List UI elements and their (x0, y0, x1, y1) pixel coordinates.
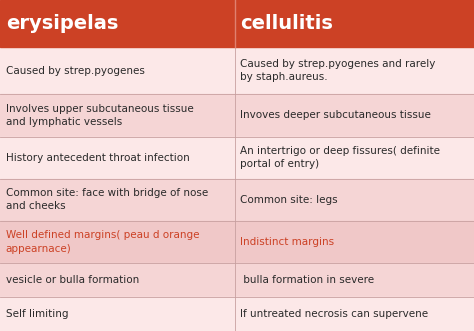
Text: erysipelas: erysipelas (6, 14, 118, 33)
Text: Caused by strep.pyogenes and rarely
by staph.aureus.: Caused by strep.pyogenes and rarely by s… (240, 59, 436, 82)
Text: cellulitis: cellulitis (240, 14, 333, 33)
Text: Common site: face with bridge of nose
and cheeks: Common site: face with bridge of nose an… (6, 188, 208, 212)
Text: An intertrigo or deep fissures( definite
portal of entry): An intertrigo or deep fissures( definite… (240, 146, 440, 169)
Text: Involves upper subcutaneous tissue
and lymphatic vessels: Involves upper subcutaneous tissue and l… (6, 104, 193, 127)
Text: bulla formation in severe: bulla formation in severe (240, 275, 374, 285)
Text: Common site: legs: Common site: legs (240, 195, 338, 205)
Text: Caused by strep.pyogenes: Caused by strep.pyogenes (6, 66, 145, 76)
Text: If untreated necrosis can supervene: If untreated necrosis can supervene (240, 309, 428, 319)
Text: Self limiting: Self limiting (6, 309, 68, 319)
Text: Well defined margins( peau d orange
appearnace): Well defined margins( peau d orange appe… (6, 230, 199, 254)
Text: History antecedent throat infection: History antecedent throat infection (6, 153, 190, 163)
Text: Indistinct margins: Indistinct margins (240, 237, 335, 247)
Text: vesicle or bulla formation: vesicle or bulla formation (6, 275, 139, 285)
Text: Invoves deeper subcutaneous tissue: Invoves deeper subcutaneous tissue (240, 111, 431, 120)
